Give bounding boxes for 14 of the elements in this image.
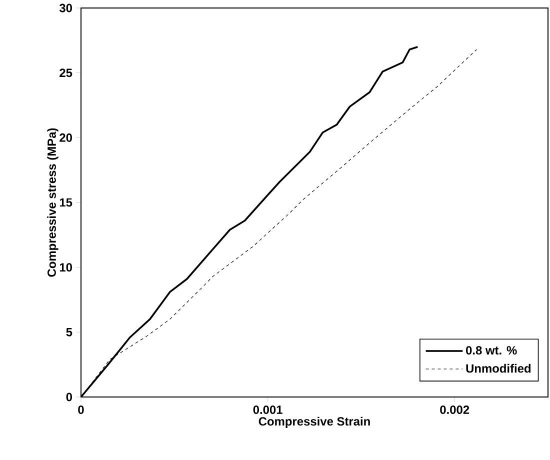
legend-label: Unmodified (466, 364, 531, 373)
x-axis-title: Compressive Strain (258, 416, 370, 428)
x-tick-label: 0 (78, 406, 84, 414)
legend-label: 0.8 wt. % (466, 346, 517, 355)
y-tick-label: 25 (60, 68, 72, 78)
y-tick-label: 5 (66, 328, 72, 336)
x-tick-label: 0.002 (440, 406, 470, 414)
y-tick-label: 20 (60, 133, 72, 142)
y-axis-title: Compressive stress (MPa) (47, 128, 58, 277)
y-tick-label: 30 (59, 4, 72, 12)
y-tick-label: 10 (60, 263, 72, 272)
x-tick-label: 0.001 (253, 406, 282, 414)
y-tick-label: 15 (60, 198, 72, 207)
y-tick-label: 0 (66, 392, 72, 402)
